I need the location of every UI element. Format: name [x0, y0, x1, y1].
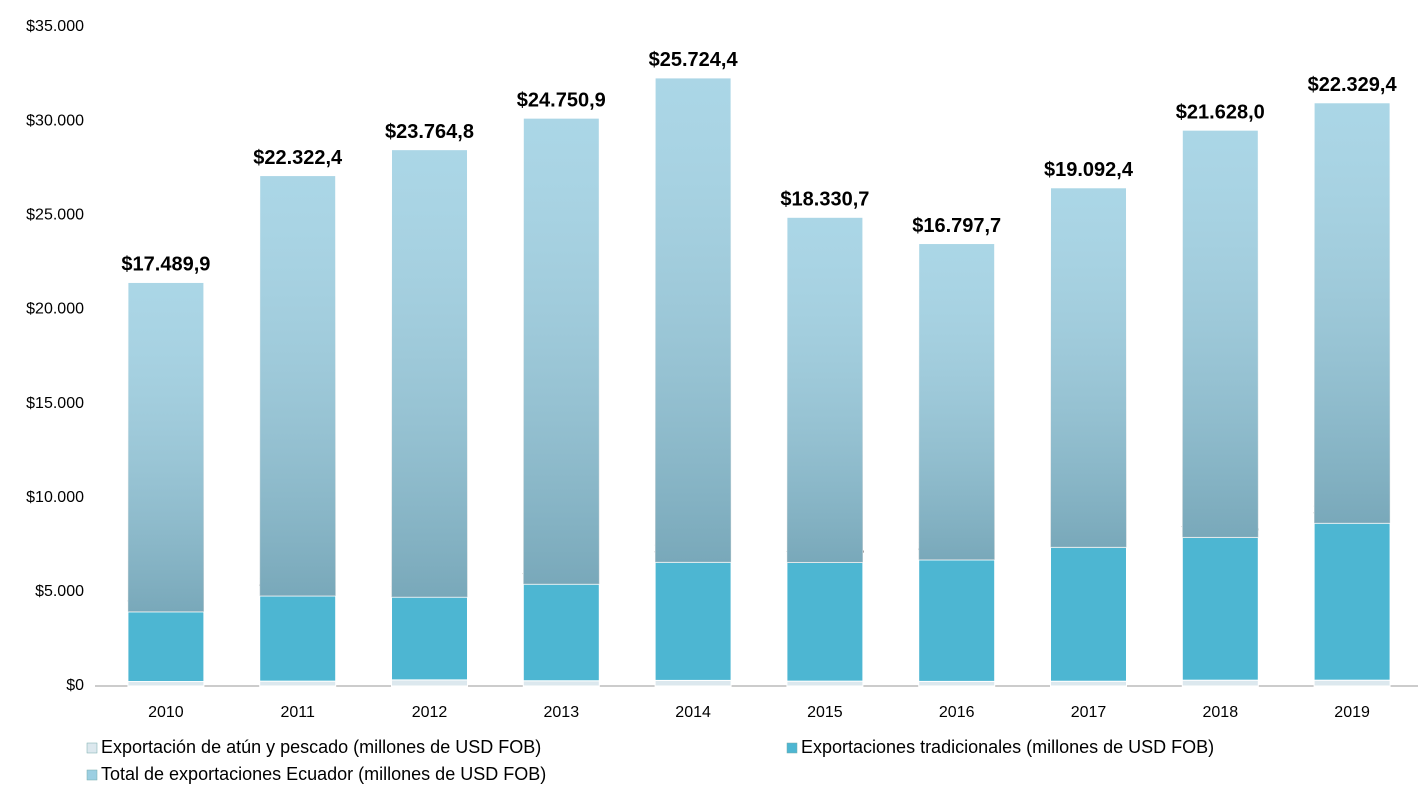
bar-segment [391, 679, 468, 687]
x-tick-label: 2015 [807, 704, 843, 721]
legend-swatch [86, 769, 98, 781]
bar-segment [786, 561, 864, 682]
y-tick-label: $15.000 [26, 395, 84, 412]
bar-shade [655, 77, 732, 563]
data-label: $19.092,4 [1044, 159, 1134, 181]
y-tick-label: $35.000 [26, 18, 84, 35]
bar-segment [1313, 679, 1391, 687]
legend-label: Total de exportaciones Ecuador (millones… [101, 764, 546, 784]
x-tick-label: 2011 [280, 704, 315, 721]
bar-shade [1182, 130, 1259, 538]
bar-shade [786, 217, 863, 563]
legend-swatch [786, 742, 798, 754]
bar-segment [1181, 679, 1259, 687]
y-tick-label: $5.000 [35, 583, 84, 600]
legend-swatch [86, 742, 98, 754]
data-label: $18.330,7 [780, 189, 869, 211]
bar-segment [1050, 546, 1127, 682]
data-label: $22.329,4 [1308, 74, 1398, 96]
bar-segment [259, 680, 337, 687]
bar-segment [522, 583, 600, 682]
y-tick-label: $0 [66, 677, 84, 694]
bar-shade [1050, 187, 1127, 548]
bar-segment [1313, 522, 1391, 681]
data-label: $25.724,4 [649, 49, 739, 71]
bar-segment [918, 559, 996, 682]
data-label: $21.628,0 [1176, 101, 1265, 123]
y-tick-label: $20.000 [26, 301, 84, 318]
bar-shade [127, 282, 204, 612]
bar-shade [391, 149, 468, 598]
bar-segment [127, 681, 205, 687]
bar-segment [522, 680, 600, 687]
bar-segment [786, 680, 864, 687]
y-tick-label: $10.000 [26, 489, 84, 506]
data-label: $24.750,9 [517, 89, 606, 111]
y-tick-label: $25.000 [26, 207, 84, 224]
x-tick-label: 2016 [939, 704, 975, 721]
x-tick-label: 2013 [544, 704, 580, 721]
bar-segment [1050, 680, 1127, 687]
bar-segment [259, 595, 337, 682]
x-tick-label: 2014 [675, 704, 711, 721]
bar-segment [654, 679, 732, 687]
data-label: $17.489,9 [121, 254, 210, 276]
bar-shade [918, 243, 995, 560]
x-tick-label: 2012 [412, 704, 448, 721]
data-label: $16.797,7 [912, 215, 1001, 237]
bar-segment [127, 611, 205, 683]
data-label: $23.764,8 [385, 121, 474, 143]
x-tick-label: 2018 [1203, 704, 1239, 721]
bar-segment [1181, 536, 1259, 681]
bar-segment [654, 561, 732, 681]
bar-segment [391, 596, 468, 681]
y-tick-label: $30.000 [26, 112, 84, 129]
bar-shade [1314, 102, 1391, 524]
bar-shade [523, 118, 600, 585]
x-tick-label: 2019 [1334, 704, 1370, 721]
x-tick-label: 2017 [1071, 704, 1107, 721]
bar-segment [918, 680, 996, 687]
x-tick-label: 2010 [148, 704, 184, 721]
legend-label: Exportaciones tradicionales (millones de… [801, 737, 1214, 757]
data-label: $22.322,4 [253, 147, 343, 169]
legend-label: Exportación de atún y pescado (millones … [101, 737, 541, 757]
bar-shade [259, 175, 336, 596]
